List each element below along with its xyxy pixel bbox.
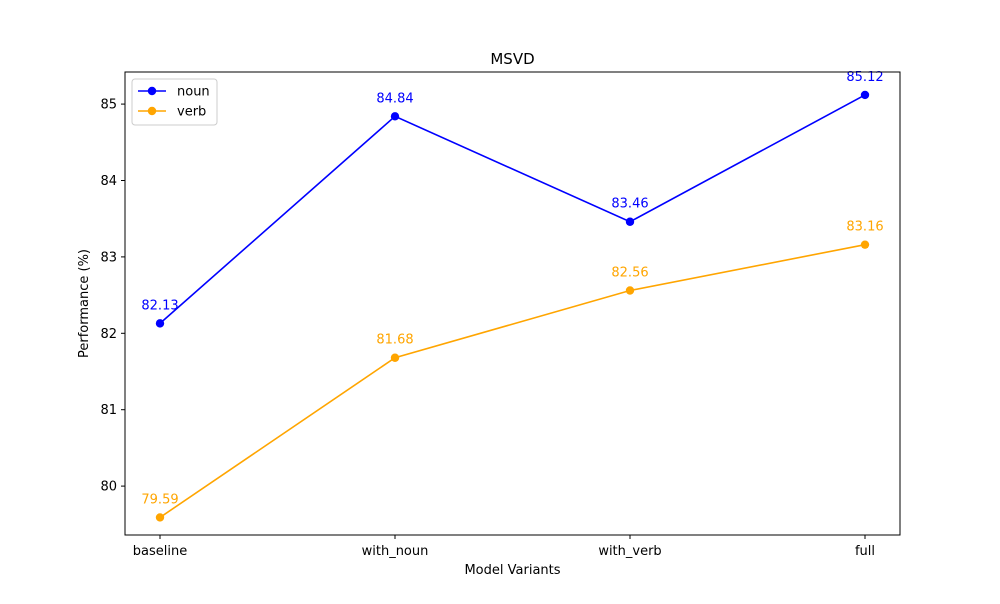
legend-marker-verb [147, 106, 157, 116]
x-tick-label: baseline [133, 544, 187, 559]
series-line-verb [159, 243, 866, 519]
data-label-noun: 84.84 [376, 91, 413, 106]
data-label-verb: 79.59 [141, 492, 178, 507]
data-point-verb [390, 353, 400, 362]
data-label-noun: 83.46 [611, 197, 648, 212]
axes-layer: baseline with_noun with_verb full 80 81 82 83 84… [100, 98, 875, 559]
chart-title: MSVD [490, 50, 534, 68]
y-tick-label: 81 [100, 403, 117, 418]
legend-label-noun: noun [177, 85, 210, 100]
series-line-noun [159, 94, 866, 324]
y-tick-label: 82 [100, 327, 117, 342]
data-point-noun [860, 90, 870, 100]
data-label-verb: 82.56 [611, 266, 648, 281]
x-tick-label: with_verb [598, 544, 661, 559]
data-label-noun: 82.13 [141, 298, 178, 313]
y-tick-label: 83 [100, 250, 117, 265]
x-tick-label: full [855, 544, 875, 559]
data-point-noun [625, 217, 635, 226]
plot-frame [124, 71, 901, 536]
x-tick-label: with_noun [362, 544, 429, 559]
data-point-noun [390, 112, 400, 121]
data-point-verb [625, 286, 635, 295]
y-tick-label: 85 [100, 98, 117, 113]
legend-marker-noun [147, 86, 157, 96]
data-point-noun [155, 319, 165, 328]
legend: noun verb [131, 78, 218, 126]
x-axis-label: Model Variants [464, 563, 560, 578]
legend-label-verb: verb [177, 105, 206, 120]
data-label-verb: 81.68 [376, 333, 413, 348]
data-labels-layer: 82.13 84.84 83.46 85.12 79.59 81.68 82.56 83.16 [141, 70, 883, 508]
data-label-noun: 85.12 [846, 70, 883, 85]
y-tick-label: 84 [100, 174, 117, 189]
data-point-verb [860, 240, 870, 249]
y-tick-label: 80 [100, 480, 117, 495]
data-point-verb [155, 513, 165, 522]
y-axis-label: Performance (%) [77, 249, 92, 358]
data-label-verb: 83.16 [846, 220, 883, 235]
series-layer [155, 90, 870, 522]
